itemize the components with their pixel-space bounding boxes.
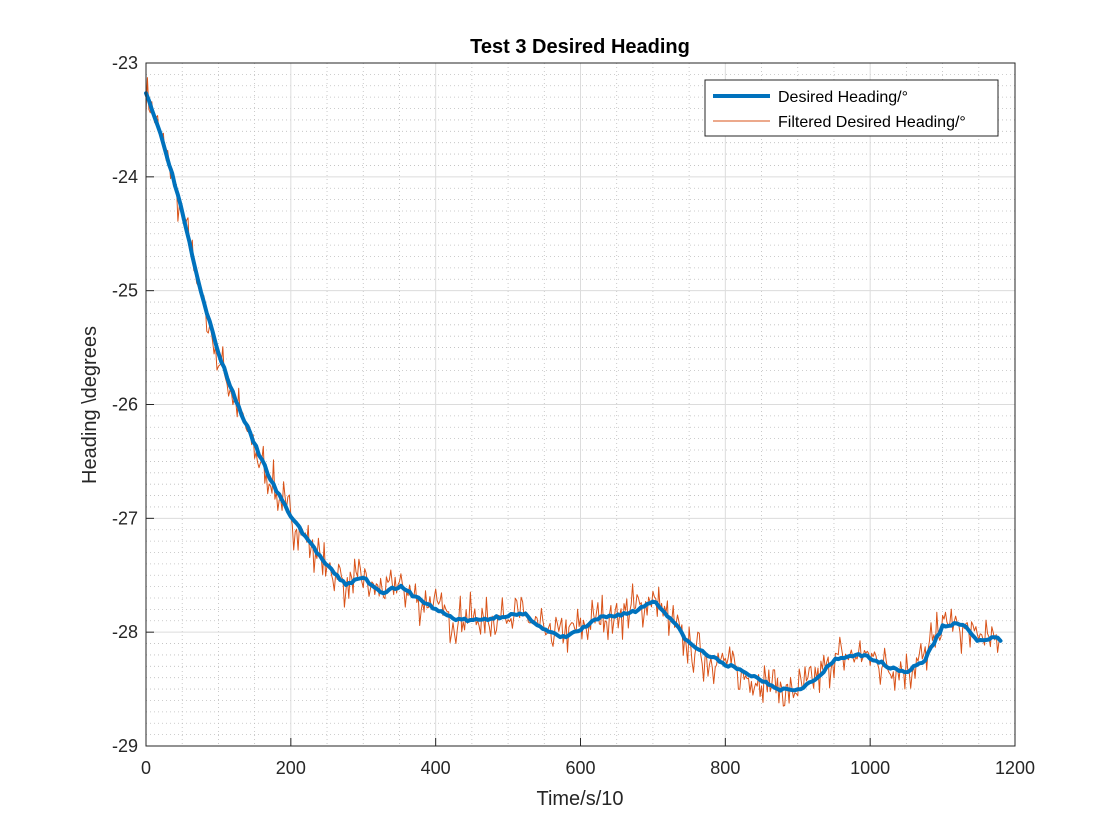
- y-tick-label: -29: [112, 736, 138, 756]
- y-tick-label: -27: [112, 508, 138, 528]
- legend: Desired Heading/° Filtered Desired Headi…: [704, 79, 999, 137]
- x-axis-label: Time/s/10: [536, 788, 623, 810]
- y-axis-label: Heading \degrees: [79, 326, 101, 484]
- y-tick-label: -23: [112, 53, 138, 73]
- chart-title: Test 3 Desired Heading: [470, 36, 690, 58]
- x-tick-label: 1000: [850, 758, 890, 778]
- tick-labels: 0 200 400 600 800 1000 1200 -29 -28 -27 -26 -25 -24 -…: [112, 53, 1035, 778]
- y-tick-label: -26: [112, 395, 138, 415]
- x-tick-label: 400: [421, 758, 451, 778]
- x-tick-label: 800: [710, 758, 740, 778]
- x-tick-label: 1200: [995, 758, 1035, 778]
- legend-box: [704, 79, 999, 137]
- axis-ticks: [145, 62, 1016, 747]
- x-tick-label: 600: [565, 758, 595, 778]
- y-tick-label: -24: [112, 167, 138, 187]
- legend-label-filtered-heading: Filtered Desired Heading/°: [778, 114, 966, 131]
- x-tick-label: 200: [276, 758, 306, 778]
- series-desired-heading: [144, 91, 1003, 693]
- legend-label-desired-heading: Desired Heading/°: [778, 89, 908, 106]
- series-layer: [144, 77, 1003, 707]
- y-tick-label: -28: [112, 622, 138, 642]
- x-tick-label: 0: [141, 758, 151, 778]
- y-tick-label: -25: [112, 281, 138, 301]
